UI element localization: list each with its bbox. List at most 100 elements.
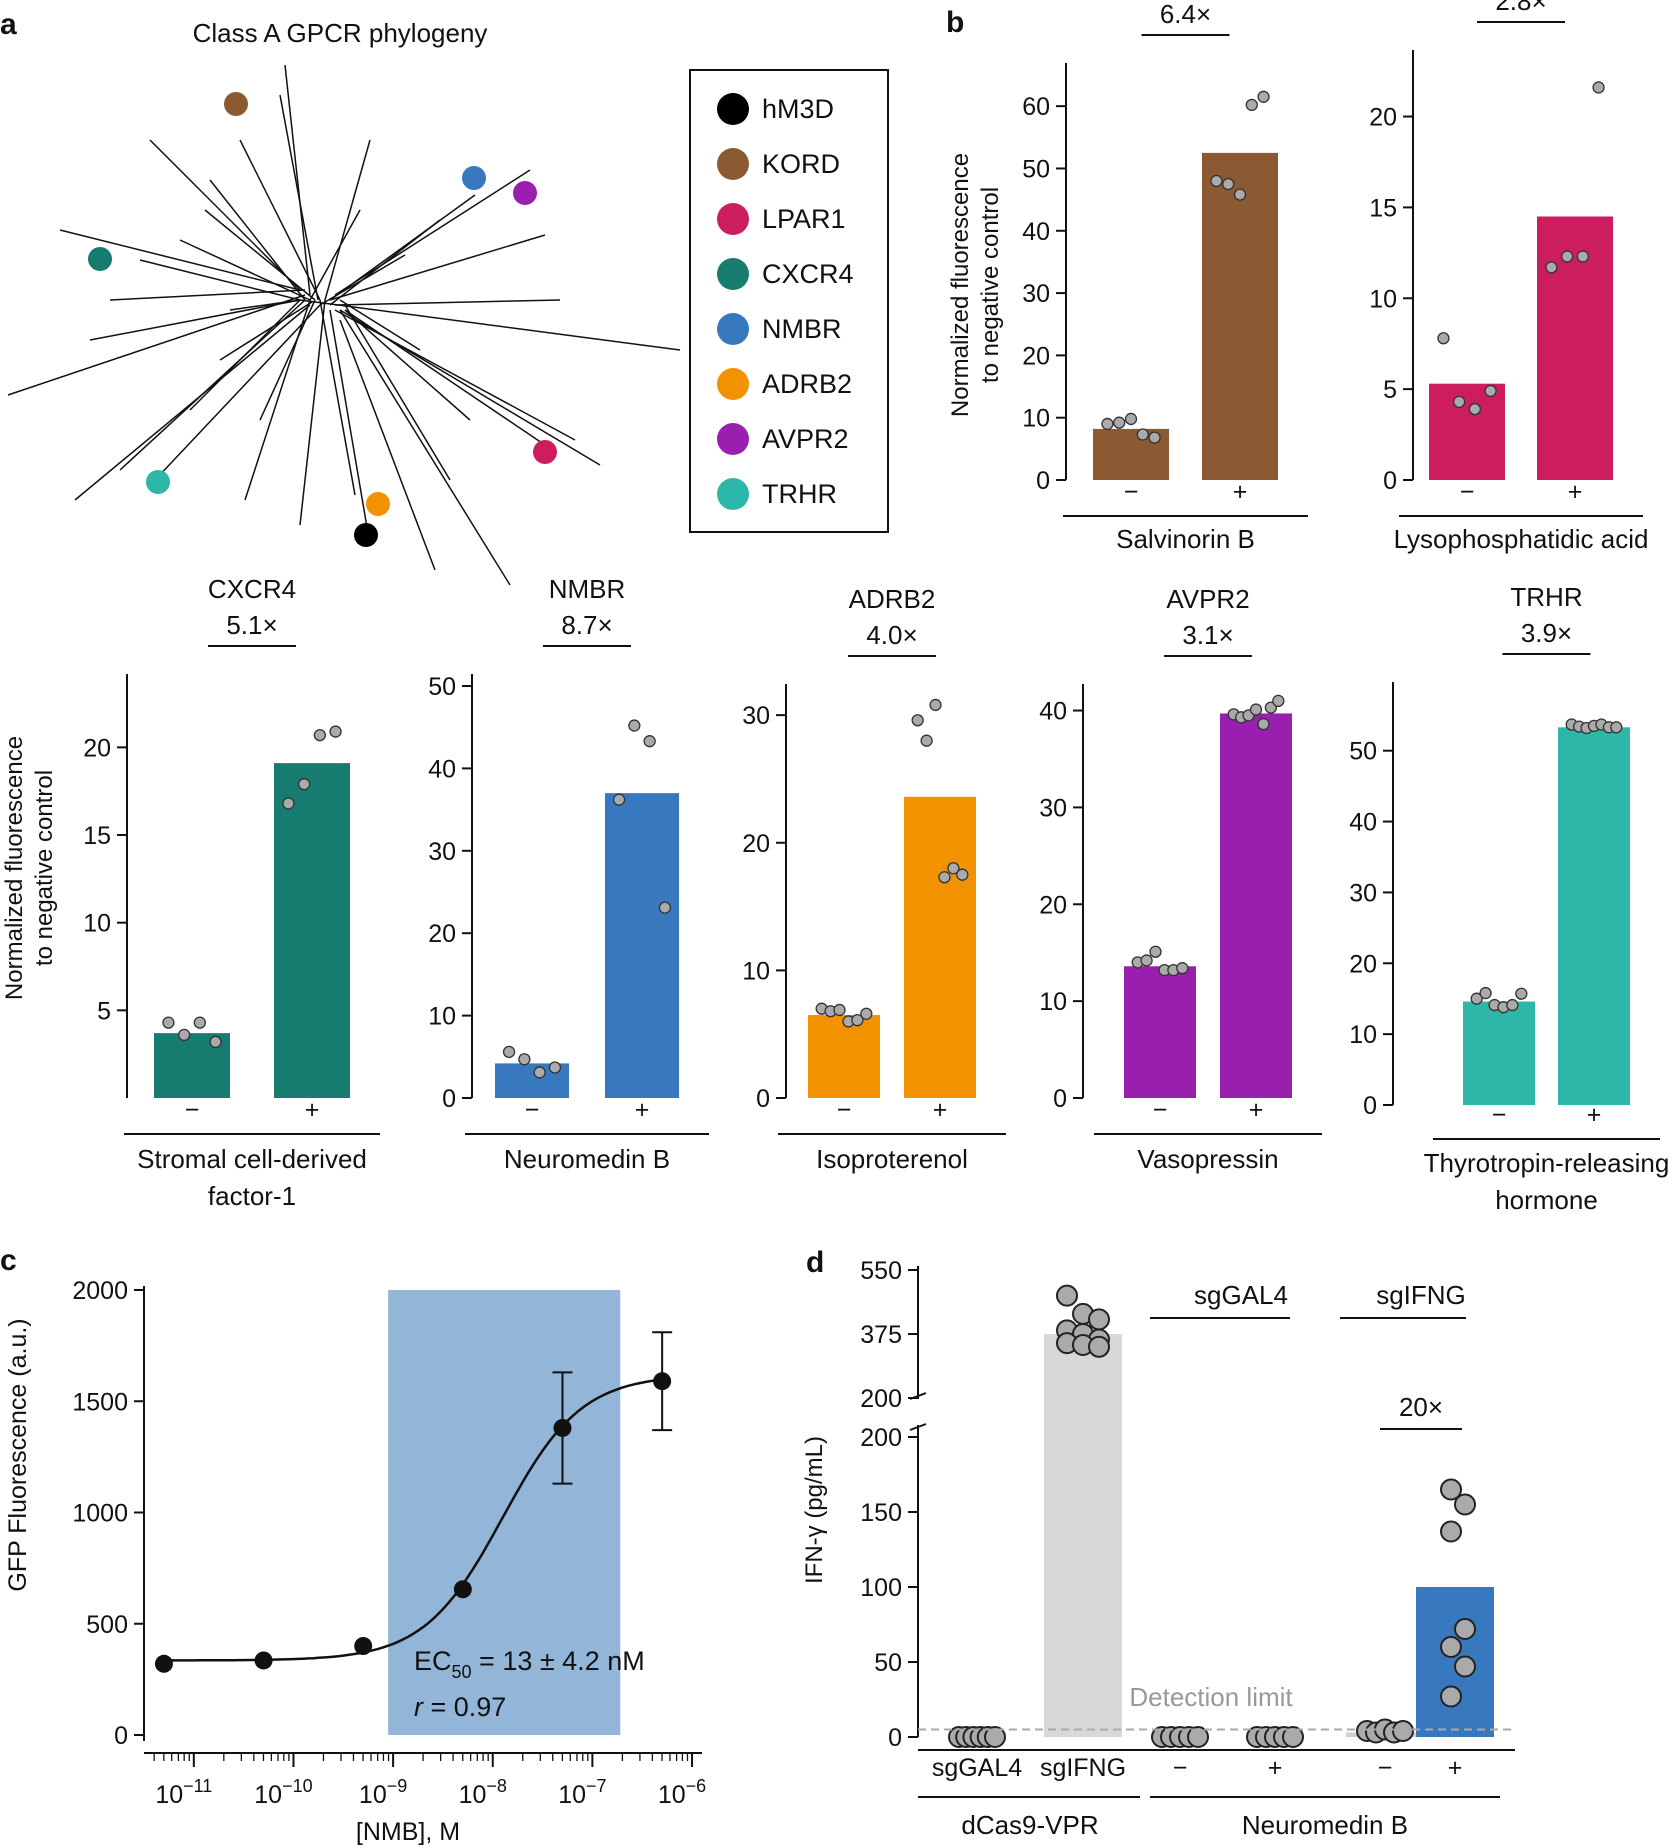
avpr2-fold: 3.1× (1182, 620, 1233, 650)
avpr2-point (1149, 945, 1162, 958)
tree-branch (339, 309, 511, 586)
adrb2-fold: 4.0× (866, 620, 917, 650)
tree-marker-cxcr4 (88, 247, 112, 271)
ifng-chart: 200 375 550 0 50 100 150 200 sgGAL4 sgIFNG − + − + dCa… (860, 1257, 1515, 1840)
c-xtick-label: 10−11 (155, 1776, 212, 1809)
c-ytick-label: 1000 (72, 1500, 128, 1528)
trhr-xcat: + (1587, 1101, 1602, 1129)
tree-branch (284, 64, 311, 296)
trhr-title: TRHR (1510, 582, 1582, 612)
d-axis-break (909, 1423, 927, 1431)
nmbr-ytick-label: 40 (428, 755, 456, 783)
cxcr4-point (282, 797, 295, 810)
kord-ytick-label: 60 (1022, 93, 1050, 121)
kord-xcat: + (1233, 478, 1248, 506)
kord-ytick-label: 50 (1022, 155, 1050, 183)
adrb2-ytick-label: 10 (742, 957, 770, 985)
adrb2-bar-plus (904, 796, 976, 1098)
adrb2-point (833, 1003, 846, 1017)
cxcr4-ytick-label: 10 (83, 910, 111, 938)
avpr2-xcat: + (1249, 1096, 1264, 1124)
c-xtick-label: 10−6 (658, 1776, 706, 1809)
nmbr-point (658, 901, 672, 914)
nmbr-ytick-label: 20 (428, 920, 456, 948)
avpr2-point (1257, 717, 1270, 731)
avpr2-point (1140, 954, 1153, 967)
lpar1-point (1437, 332, 1450, 345)
cxcr4-bar-plus (274, 763, 350, 1098)
avpr2-ytick-label: 10 (1039, 988, 1067, 1016)
tree-branch (299, 299, 326, 526)
kord-point (1257, 90, 1270, 103)
legend-label-cxcr4: CXCR4 (762, 259, 854, 289)
tree-branch (259, 299, 316, 421)
nmbr-point (502, 1045, 516, 1059)
trhr-point (1515, 987, 1528, 1000)
tree-branch (329, 309, 371, 546)
cxcr4-xcat: − (185, 1096, 200, 1124)
tree-marker-avpr2 (513, 181, 537, 205)
d-ytick-label: 550 (860, 1257, 902, 1285)
c-data-point (553, 1418, 572, 1437)
tree-branch (334, 299, 561, 306)
d-xcat: + (1268, 1754, 1283, 1782)
adrb2-ytick-label: 0 (756, 1085, 770, 1113)
cxcr4-point (329, 725, 342, 738)
avpr2-ytick-label: 30 (1039, 794, 1067, 822)
tree-branch (189, 299, 301, 411)
kord-ytick-label: 30 (1022, 280, 1050, 308)
trhr-bar-minus (1463, 1001, 1535, 1105)
d-ytick-label: 0 (888, 1724, 902, 1752)
lpar1-point (1452, 395, 1466, 409)
d-group-sgifng: sgIFNG (1376, 1280, 1466, 1310)
tree-branch (329, 234, 546, 301)
nmbr-ytick-label: 30 (428, 838, 456, 866)
cxcr4-ytick-label: 5 (97, 997, 111, 1025)
legend-label-trhr: TRHR (762, 479, 837, 509)
trhr-ytick-label: 30 (1349, 879, 1377, 907)
lpar1-point (1576, 250, 1590, 263)
d-point (1088, 1308, 1110, 1331)
d-ytick-label: 200 (860, 1424, 902, 1452)
nmbr-fold: 8.7× (561, 610, 612, 640)
d-xcat: − (1378, 1754, 1393, 1782)
tree-branch (299, 299, 681, 351)
tree-branch (319, 299, 356, 496)
kord-point (1113, 416, 1126, 429)
d-point (984, 1726, 1006, 1748)
avpr2-ytick-label: 20 (1039, 891, 1067, 919)
tree-branch (204, 209, 316, 301)
lpar1-bar-minus (1429, 383, 1505, 480)
lpar1-bar-plus (1537, 216, 1613, 480)
adrb2-point (938, 871, 951, 884)
phylogeny-markers (88, 92, 557, 547)
legend-swatch-nmbr (717, 313, 749, 345)
adrb2-point (956, 868, 969, 881)
adrb2-title: ADRB2 (849, 584, 936, 614)
kord-point (1148, 431, 1161, 444)
ylabel-row2-line2: to negative control (31, 770, 58, 966)
d-bar-sgifng (1044, 1334, 1122, 1737)
tree-branch (309, 209, 361, 301)
c-data-point (254, 1651, 273, 1670)
c-xtick-label: 10−7 (558, 1776, 606, 1809)
tree-branch (239, 139, 321, 301)
cxcr4-ytick-label: 15 (83, 822, 111, 850)
avpr2-ytick-label: 40 (1039, 698, 1067, 726)
d-point (1440, 1478, 1462, 1501)
avpr2-point (1264, 701, 1278, 714)
avpr2-ytick-label: 0 (1053, 1085, 1067, 1113)
trhr-point (1470, 992, 1483, 1005)
c-fit-curve (163, 1378, 658, 1662)
adrb2-point (860, 1007, 873, 1020)
trhr-ytick-label: 20 (1349, 950, 1377, 978)
legend-label-nmbr: NMBR (762, 314, 842, 344)
trhr-treatment-label: Thyrotropin-releasing (1424, 1148, 1670, 1178)
nmbr-ytick-label: 10 (428, 1003, 456, 1031)
phylogeny-title: Class A GPCR phylogeny (193, 18, 488, 48)
cxcr4-fold: 5.1× (226, 610, 277, 640)
trhr-fold: 3.9× (1521, 618, 1572, 648)
nmbr-point (628, 719, 641, 732)
tree-marker-kord (224, 92, 248, 116)
d-point (1187, 1726, 1209, 1748)
